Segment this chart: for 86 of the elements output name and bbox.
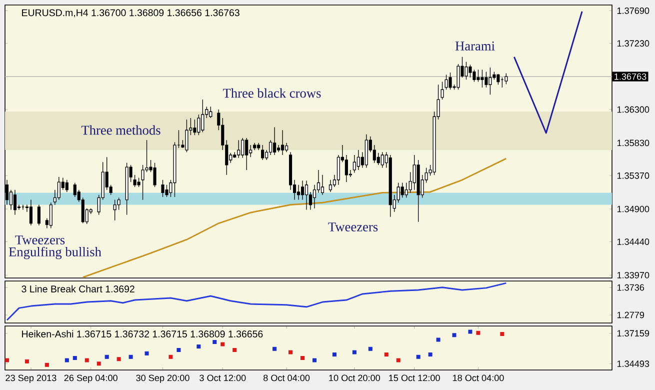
ref-line-label: 1.36763: [614, 73, 646, 80]
point: [44, 362, 49, 367]
candlestick: [300, 180, 304, 200]
annotation: Three methods: [81, 125, 160, 135]
point: [428, 352, 432, 357]
y-tick-label: 1.35830: [617, 140, 650, 146]
chart-title: Heiken-Ashi 1.36715 1.36732 1.36715 1.36809 1.36656: [22, 330, 263, 338]
y-tick-label: 1.34440: [617, 238, 650, 245]
point: [232, 348, 237, 352]
x-tick-label: 30 Sep 20:00: [136, 374, 190, 383]
candlestick: [13, 190, 17, 216]
point: [128, 354, 133, 359]
annotation: Engulfing bullish: [8, 246, 102, 260]
candlestick: [356, 150, 360, 170]
y-tick-label: 1.34493: [617, 360, 650, 367]
point: [272, 346, 277, 351]
point: [476, 330, 480, 335]
y-tick-label: 1.36300: [617, 106, 650, 113]
point: [220, 342, 225, 346]
point: [352, 350, 356, 354]
y-tick-label: 1.34900: [617, 206, 650, 212]
point: [500, 332, 504, 336]
point: [168, 354, 173, 359]
candlestick: [289, 152, 292, 190]
y-tick-label: 1.3736: [617, 284, 644, 291]
chart-title: 3 Line Break Chart 1.3692: [22, 285, 134, 292]
y-tick-label: 1.33970: [617, 272, 650, 278]
annotation: Tweezers: [328, 222, 378, 232]
point: [332, 352, 336, 357]
point: [368, 346, 372, 351]
candlestick: [269, 140, 272, 156]
point: [212, 340, 217, 344]
x-tick-label: 26 Sep 04:00: [64, 374, 118, 383]
point: [452, 333, 456, 338]
candlestick: [312, 184, 316, 209]
y-tick-label: 1.35370: [617, 172, 650, 179]
y-tick-label: 1.37690: [617, 7, 650, 14]
candlestick: [488, 67, 492, 95]
candlestick: [285, 142, 288, 153]
point: [468, 330, 472, 334]
candlestick: [336, 154, 340, 186]
point: [84, 358, 89, 362]
x-tick-label: 8 Oct 04:00: [264, 374, 310, 382]
point: [72, 356, 77, 360]
chart-title: EURUSD.m,H4 1.36700 1.36809 1.36656 1.36763: [22, 9, 240, 18]
point: [64, 358, 69, 362]
candlestick: [352, 154, 356, 174]
candlestick: [57, 176, 60, 200]
annotation: Harami: [455, 42, 495, 50]
point: [96, 362, 101, 366]
point: [104, 354, 109, 359]
point: [300, 356, 305, 360]
y-tick-label: 1.2779: [617, 312, 644, 318]
x-tick-label: 10 Oct 20:00: [329, 374, 380, 382]
point: [24, 359, 29, 364]
point: [312, 358, 316, 362]
point: [384, 352, 388, 357]
candlestick: [29, 199, 32, 226]
point: [144, 351, 149, 356]
point: [196, 344, 201, 349]
candlestick: [273, 126, 276, 156]
y-tick-label: 1.37230: [617, 40, 650, 47]
x-tick-label: 18 Oct 04:00: [452, 374, 504, 382]
x-tick-label: 3 Oct 12:00: [200, 374, 246, 382]
x-tick-label: 15 Oct 12:00: [389, 374, 440, 382]
candlestick: [49, 202, 52, 229]
point: [416, 354, 420, 359]
point: [396, 358, 400, 362]
point: [176, 348, 181, 352]
candlestick: [304, 180, 308, 210]
y-tick-label: 1.37159: [617, 330, 650, 337]
point: [116, 357, 121, 362]
point: [288, 350, 293, 354]
line-series: [6, 282, 507, 321]
candlestick: [320, 174, 324, 196]
x-tick-label: 23 Sep 2013: [6, 374, 56, 383]
candlestick: [281, 130, 284, 156]
point: [436, 338, 440, 342]
annotation: Tweezers: [15, 236, 65, 244]
candlestick: [37, 204, 40, 226]
candlestick: [344, 154, 348, 182]
candlestick: [328, 180, 332, 192]
annotation: Three black crows: [223, 88, 321, 98]
candlestick: [277, 144, 280, 153]
point: [5, 358, 10, 362]
candlestick: [296, 184, 300, 200]
